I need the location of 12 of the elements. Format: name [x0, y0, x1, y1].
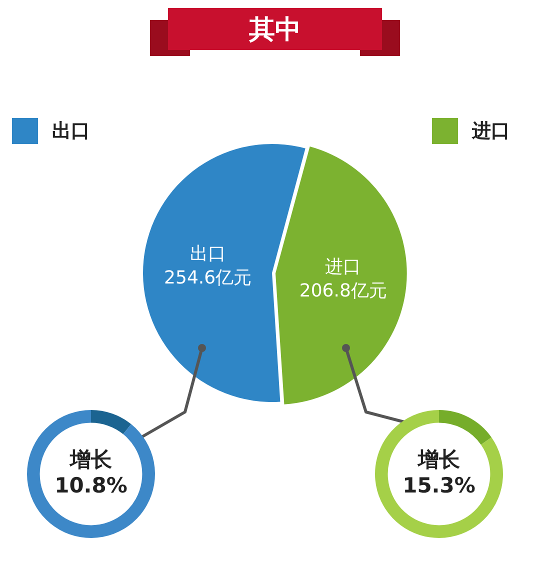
text: 15.3% [402, 473, 476, 498]
legend-label: 进口 [472, 119, 510, 144]
slice-label: 进口 [325, 256, 362, 278]
text: 增长 [417, 447, 461, 472]
text: 10.8% [54, 473, 128, 498]
text: 增长 [69, 447, 113, 472]
data-label: 254.6亿元 [164, 267, 252, 288]
legend-label: 出口 [52, 119, 90, 144]
chart-title: 其中 [168, 8, 382, 50]
ribbon-banner: 其中 [150, 8, 400, 58]
data-label: 206.8亿元 [299, 280, 387, 302]
slice-label: 出口 [190, 243, 226, 264]
